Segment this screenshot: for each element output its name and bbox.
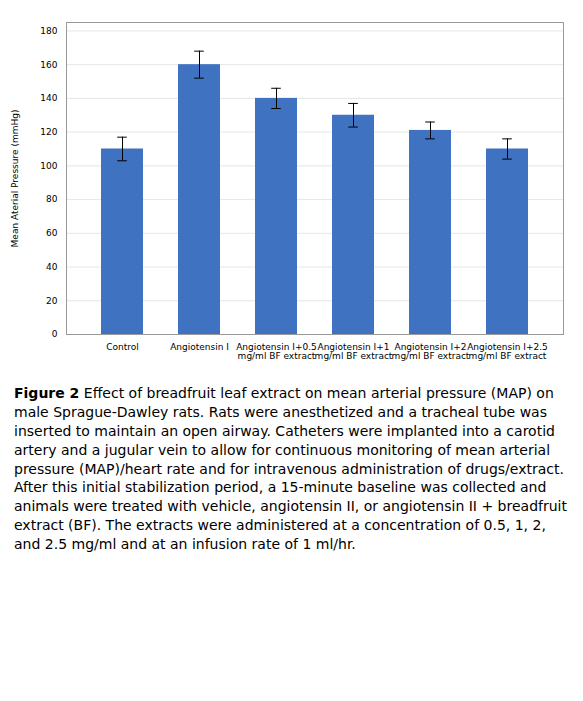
svg-text:Angiotensin I+2mg/ml BF extrac: Angiotensin I+2mg/ml BF extract [392, 342, 470, 361]
svg-text:80: 80 [46, 194, 58, 204]
svg-text:180: 180 [40, 26, 57, 36]
svg-text:100: 100 [40, 161, 57, 171]
html-text:Figure 2 Effect of breadfruit: Figure 2 Effect of breadfruit leaf extra… [14, 385, 567, 553]
svg-text:140: 140 [40, 93, 57, 103]
svg-text:60: 60 [46, 228, 58, 238]
svg-text:Angiotensin I+1mg/ml BF extrac: Angiotensin I+1mg/ml BF extract [315, 342, 393, 361]
svg-text:40: 40 [46, 262, 58, 272]
svg-text:160: 160 [40, 60, 57, 70]
svg-text:Angiotensin I+2.5mg/ml BF extr: Angiotensin I+2.5mg/ml BF extract [467, 342, 548, 361]
svg-text:0: 0 [52, 329, 58, 339]
svg-text:Control: Control [106, 342, 139, 352]
svg-text:120: 120 [40, 127, 57, 137]
svg-text:Angiotensin I+0.5mg/ml BF extr: Angiotensin I+0.5mg/ml BF extract [236, 342, 317, 361]
svg-text:Angiotensin I: Angiotensin I [170, 342, 229, 352]
svg-text:Mean Aterial Pressure (mmHg): Mean Aterial Pressure (mmHg) [10, 110, 20, 248]
svg-text:20: 20 [46, 296, 58, 306]
